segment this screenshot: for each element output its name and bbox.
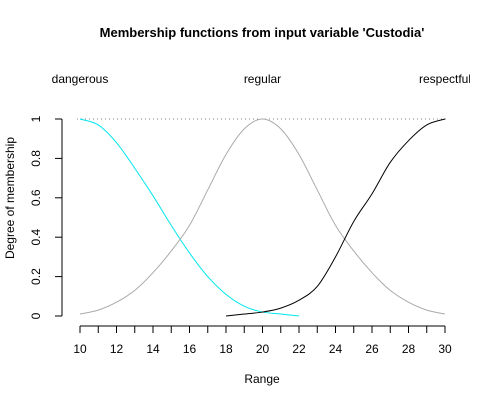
axes-group: [61, 119, 445, 327]
mf-label-group: dangerous regular respectful: [52, 72, 471, 86]
x-tick-label: 16: [183, 342, 197, 356]
series-group: [79, 118, 446, 317]
y-tick-label: 0.2: [29, 268, 43, 285]
mf-label-dangerous: dangerous: [52, 72, 109, 86]
mf-label-respectful: respectful: [419, 72, 471, 86]
y-tick-label: 0.4: [29, 229, 43, 246]
x-tick-label: 24: [329, 342, 343, 356]
y-ticks-group: 0 0.2 0.4 0.6 0.8 1: [29, 115, 62, 319]
x-tick-label: 12: [110, 342, 124, 356]
x-ticks-group: 10 12 14 16 18 20 22 24 26 28 30: [73, 326, 452, 356]
series-line-dangerous: [79, 118, 300, 317]
x-tick-label: 26: [365, 342, 379, 356]
y-tick-label: 0: [29, 312, 43, 319]
y-tick-label: 1: [29, 115, 43, 122]
x-tick-label: 14: [146, 342, 160, 356]
x-tick-label: 20: [256, 342, 270, 356]
y-tick-label: 0.6: [29, 189, 43, 206]
x-axis-label: Range: [244, 372, 280, 386]
x-tick-label: 30: [438, 342, 452, 356]
series-line-regular: [79, 118, 446, 315]
x-tick-label: 18: [219, 342, 233, 356]
x-tick-label: 22: [292, 342, 306, 356]
mf-label-regular: regular: [244, 72, 281, 86]
y-axis-label: Degree of membership: [3, 137, 17, 259]
y-tick-label: 0.8: [29, 150, 43, 167]
chart-title: Membership functions from input variable…: [100, 25, 425, 40]
x-tick-label: 10: [73, 342, 87, 356]
series-line-respectful: [225, 118, 446, 317]
x-tick-label: 28: [402, 342, 416, 356]
